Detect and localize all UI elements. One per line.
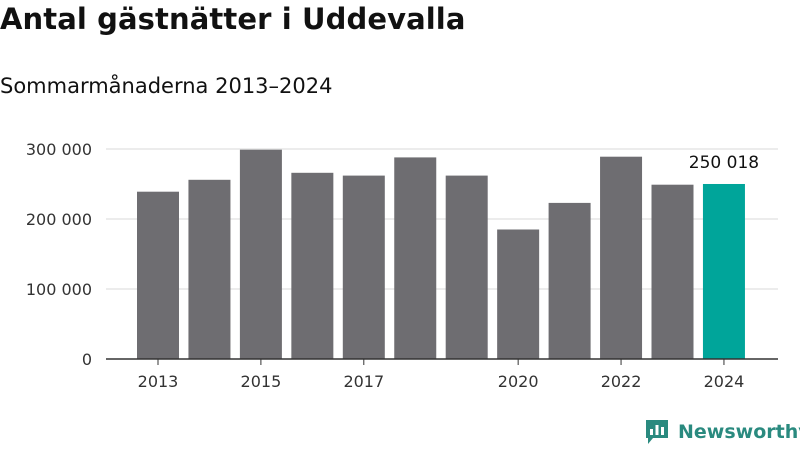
bar	[239, 149, 282, 359]
y-tick-label: 100 000	[26, 280, 92, 299]
chart-subtitle: Sommarmånaderna 2013–2024	[0, 74, 333, 98]
bar	[445, 175, 488, 359]
newsworthy-logo: Newsworthy	[644, 418, 800, 446]
newsworthy-logo-icon	[646, 420, 668, 444]
bar	[497, 229, 540, 359]
y-tick-label: 200 000	[26, 210, 92, 229]
chart-title: Antal gästnätter i Uddevalla	[0, 2, 466, 36]
bar	[137, 191, 179, 359]
bar	[291, 172, 334, 359]
x-tick-label: 2013	[138, 372, 179, 391]
bar	[342, 175, 385, 359]
bar	[548, 202, 591, 359]
labels: 0 100 000 200 000 300 000 2013 2015 2017 2020 20…	[26, 140, 759, 391]
y-tick-label: 0	[82, 350, 92, 369]
bar-highlighted	[702, 183, 745, 359]
x-tick-label: 2017	[343, 372, 384, 391]
y-tick-label: 300 000	[26, 140, 92, 159]
newsworthy-logo-text: Newsworthy	[678, 421, 800, 443]
bars	[137, 149, 745, 359]
bar	[394, 157, 437, 359]
data-label: 250 018	[689, 153, 759, 173]
x-tick-label: 2022	[601, 372, 642, 391]
bar	[600, 156, 643, 359]
bar	[651, 184, 694, 359]
x-tick-label: 2015	[241, 372, 282, 391]
bar	[188, 179, 231, 359]
axes	[106, 358, 778, 365]
x-tick-label: 2024	[704, 372, 745, 391]
x-tick-label: 2020	[498, 372, 539, 391]
